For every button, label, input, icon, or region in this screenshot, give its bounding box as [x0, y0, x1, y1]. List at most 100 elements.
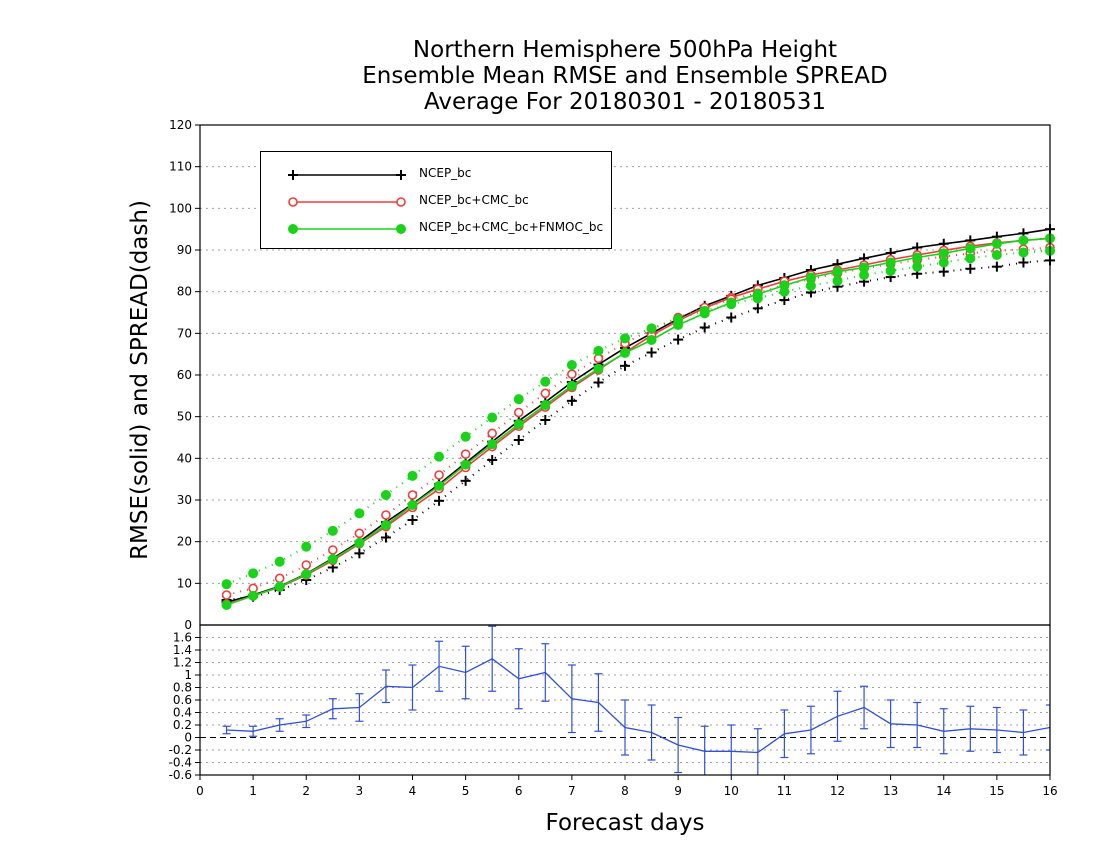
chart-title-line-3: Average For 20180301 - 20180531 [423, 89, 827, 115]
difference-series-error-bar-10 [488, 625, 497, 692]
x-tick-label-7: 7 [568, 784, 576, 798]
difference-series-error-bar-8 [435, 640, 444, 692]
series-ncep-bc-cmc-bc-spread-point-11 [513, 407, 524, 418]
series-ncep-bc-cmc-bc-fnmoc-bc-spread-point-30 [1018, 247, 1029, 258]
series-ncep-bc-cmc-bc-fnmoc-bc-spread-point-17 [673, 314, 684, 325]
series-ncep-bc-cmc-bc-fnmoc-bc-spread-point-10 [487, 412, 498, 423]
difference-series-error-bar-22 [806, 705, 815, 755]
series-ncep-bc-cmc-bc-fnmoc-bc-spread-point-29 [991, 250, 1002, 260]
series-ncep-bc-cmc-bc-fnmoc-bc-spread-point-12 [540, 376, 551, 387]
bottom-y-tick-label-0-6: -0.6 [169, 768, 192, 782]
difference-series-error-bar-13 [567, 664, 576, 734]
series-ncep-bc-cmc-bc-fnmoc-bc-rmse-point-22 [805, 272, 816, 283]
legend-swatch-ncep-bc-cmc-bc [288, 197, 406, 207]
bottom-y-tick-label-1: 1 [184, 668, 192, 682]
series-ncep-bc-cmc-bc-fnmoc-bc-rmse-point-28 [965, 243, 976, 254]
difference-series-error-bar-28 [966, 705, 975, 752]
series-ncep-bc-cmc-bc-fnmoc-bc-rmse-point-8 [434, 480, 445, 491]
y-axis-label: RMSE(solid) and SPREAD(dash) [127, 200, 153, 560]
series-ncep-bc-cmc-bc-fnmoc-bc-rmse-point-27 [938, 248, 949, 259]
bottom-y-tick-label-0-4: 0.4 [173, 706, 192, 720]
bottom-y-tick-label-1-6: 1.6 [173, 631, 192, 645]
x-tick-label-15: 15 [989, 784, 1004, 798]
x-tick-label-4: 4 [409, 784, 417, 798]
series-ncep-bc-cmc-bc-spread-point-5 [354, 528, 365, 539]
difference-series-error-bar-26 [913, 701, 922, 749]
difference-series-error-bar-4 [328, 698, 337, 720]
series-ncep-bc-spread-point-17 [673, 334, 684, 345]
bottom-y-tick-label-0-6: 0.6 [173, 693, 192, 707]
difference-series-error-bar-19 [727, 724, 736, 775]
top-y-tick-label-10: 10 [177, 576, 192, 590]
series-ncep-bc-cmc-bc-spread-point-0 [221, 590, 232, 600]
series-ncep-bc-cmc-bc-fnmoc-bc-spread-point-2 [274, 556, 285, 567]
difference-series-error-bar-14 [594, 673, 603, 732]
series-ncep-bc-cmc-bc-fnmoc-bc-rmse-point-3 [301, 569, 312, 580]
top-y-tick-label-60: 60 [177, 368, 192, 382]
x-tick-label-8: 8 [621, 784, 629, 798]
difference-series-error-bar-0 [222, 725, 231, 735]
difference-series-error-bar-18 [700, 725, 709, 775]
top-y-tick-label-120: 120 [169, 118, 192, 132]
difference-series-error-bar-27 [939, 708, 948, 755]
difference-series-error-bar-5 [355, 693, 364, 722]
series-ncep-bc-cmc-bc-fnmoc-bc-rmse-point-25 [885, 257, 896, 268]
difference-series-error-bar-17 [674, 716, 683, 774]
series-ncep-bc-cmc-bc-fnmoc-bc-spread-point-7 [407, 470, 418, 481]
series-ncep-bc-cmc-bc-fnmoc-bc-rmse-point-5 [354, 537, 365, 548]
series-ncep-bc-cmc-bc-fnmoc-bc-spread-line [226, 249, 1051, 586]
series-ncep-bc-cmc-bc-fnmoc-bc-rmse-point-4 [327, 554, 338, 565]
legend-swatch-ncep-bc-cmc-bc-fnmoc-bc [288, 224, 406, 234]
x-tick-label-5: 5 [462, 784, 470, 798]
x-tick-label-16: 16 [1042, 784, 1057, 798]
series-ncep-bc-spread-point-29 [991, 261, 1002, 272]
legend-label-ncep-bc-cmc-bc-fnmoc-bc: NCEP_bc+CMC_bc+FNMOC_bc [419, 220, 604, 234]
series-ncep-bc-cmc-bc-fnmoc-bc-spread-point-23 [832, 275, 843, 286]
series-ncep-bc-cmc-bc-fnmoc-bc-rmse-point-30 [1018, 235, 1029, 246]
series-ncep-bc-spread-point-14 [593, 377, 604, 388]
bottom-y-tick-label-1-2: 1.2 [173, 656, 192, 670]
series-ncep-bc-cmc-bc-fnmoc-bc-spread-point-21 [779, 286, 790, 297]
difference-series-error-bar-7 [408, 664, 417, 711]
top-y-tick-label-90: 90 [177, 243, 192, 257]
series-ncep-bc-spread-point-19 [726, 312, 737, 323]
series-ncep-bc-cmc-bc-fnmoc-bc-rmse-point-23 [832, 266, 843, 277]
difference-series-error-bar-29 [992, 706, 1001, 754]
series-ncep-bc-cmc-bc-fnmoc-bc-rmse-point-2 [274, 581, 285, 592]
series-ncep-bc-cmc-bc-fnmoc-bc-spread-point-6 [380, 490, 391, 500]
series-ncep-bc-cmc-bc-fnmoc-bc-spread-point-14 [593, 345, 604, 356]
bottom-y-tick-label-0-2: 0.2 [173, 718, 192, 732]
chart-title-line-2: Ensemble Mean RMSE and Ensemble SPREAD [362, 63, 888, 89]
difference-series-error-bar-30 [1019, 709, 1028, 756]
legend-label-ncep-bc: NCEP_bc [419, 166, 472, 180]
series-ncep-bc-cmc-bc-fnmoc-bc-spread-point-0 [221, 579, 232, 590]
series-ncep-bc-cmc-bc-fnmoc-bc-spread-point-4 [327, 525, 338, 536]
series-ncep-bc-cmc-bc-fnmoc-bc-spread-point-8 [434, 451, 445, 462]
series-ncep-bc-cmc-bc-fnmoc-bc-rmse-point-6 [380, 520, 391, 530]
x-tick-label-11: 11 [777, 784, 792, 798]
series-ncep-bc-cmc-bc-fnmoc-bc-spread-point-22 [805, 280, 816, 291]
top-y-tick-label-100: 100 [169, 201, 192, 215]
x-tick-label-2: 2 [302, 784, 310, 798]
series-ncep-bc-cmc-bc-fnmoc-bc-rmse-point-13 [566, 380, 577, 391]
series-ncep-bc-cmc-bc-spread-point-6 [381, 510, 391, 520]
difference-series-error-bar-25 [886, 699, 895, 749]
series-ncep-bc-cmc-bc-fnmoc-bc-rmse-point-10 [487, 439, 498, 450]
series-ncep-bc-spread-point-10 [487, 455, 498, 465]
legend: NCEP_bc NCEP_bc+CMC_bc NCEP_bc+CMC_bc+FN… [260, 151, 612, 249]
series-ncep-bc-cmc-bc-spread-point-10 [487, 428, 497, 439]
legend-ncep-bc-cmc-bc-fnmoc-bc-marker-left [288, 224, 298, 234]
series-ncep-bc-cmc-bc-fnmoc-bc-spread-point-24 [859, 270, 870, 280]
series-ncep-bc-cmc-bc-fnmoc-bc-spread-point-19 [726, 299, 737, 310]
series-ncep-bc-spread-point-5 [354, 548, 365, 559]
series-ncep-bc-cmc-bc-fnmoc-bc-spread-point-13 [566, 360, 577, 370]
bottom-y-tick-label-0: 0 [184, 731, 192, 745]
x-tick-label-1: 1 [249, 784, 257, 798]
legend-item-ncep-bc: NCEP_bc [261, 163, 611, 187]
legend-label-ncep-bc-cmc-bc: NCEP_bc+CMC_bc [419, 193, 529, 207]
series-ncep-bc-cmc-bc-fnmoc-bc-spread-point-20 [752, 293, 763, 304]
series-ncep-bc-spread-point-30 [1018, 257, 1029, 268]
series-ncep-bc-spread-point-6 [380, 532, 391, 543]
